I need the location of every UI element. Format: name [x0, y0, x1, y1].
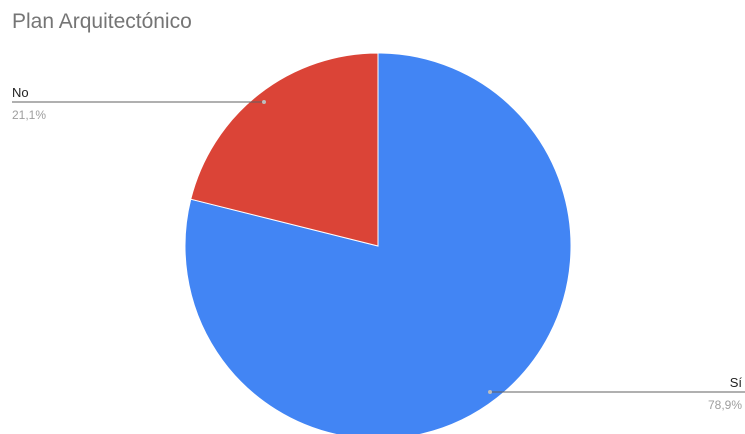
slice-percent-si: 78,9%: [708, 398, 742, 412]
pie-slice-si[interactable]: [184, 52, 572, 434]
leader-dot-si: [488, 390, 492, 394]
slice-label-si: Sí: [730, 375, 743, 390]
leader-dot-no: [262, 100, 266, 104]
pie-slice-no[interactable]: [190, 52, 379, 247]
slice-labels: Sí 78,9% No 21,1%: [12, 85, 745, 412]
slice-label-no: No: [12, 85, 29, 100]
chart-title: Plan Arquitectónico: [12, 10, 192, 33]
slice-percent-no: 21,1%: [12, 108, 46, 122]
pie-slices: [184, 52, 572, 434]
